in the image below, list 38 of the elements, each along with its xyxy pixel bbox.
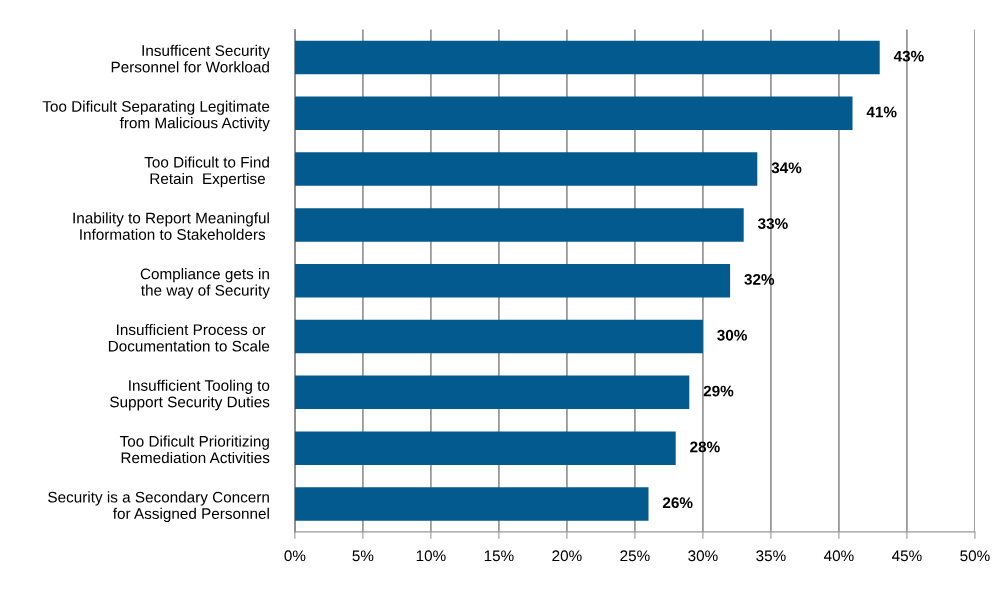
y-tick-label: Insufficient Tooling to Support Security Duties xyxy=(110,379,270,411)
data-label: 33% xyxy=(757,218,788,230)
bar xyxy=(294,319,703,354)
x-tick-label: 45% xyxy=(891,550,922,562)
y-tick-label: Insufficient Process or Documentation to Scale xyxy=(108,323,270,352)
y-tick-label: Compliance gets in the way of Security xyxy=(140,268,270,299)
bar xyxy=(294,487,649,521)
bar xyxy=(294,96,853,131)
y-tick-label: Too Dificult to Find Retain Expertise xyxy=(144,156,269,188)
bar xyxy=(294,40,880,75)
x-tick-label: 0% xyxy=(284,550,306,562)
x-tick-label: 50% xyxy=(960,550,990,562)
data-label: 32% xyxy=(744,274,775,285)
y-tick-label: Inability to Report Meaningful Information to Stakeholders xyxy=(73,212,269,240)
data-label: 41% xyxy=(866,106,897,118)
data-label: 30% xyxy=(717,329,747,341)
y-tick-label: Insufficent Security Personnel for Workload xyxy=(111,44,270,73)
y-tick-label: Security is a Secondary Concern for Assigned Personnel xyxy=(48,491,269,523)
x-tick-label: 30% xyxy=(688,550,718,562)
bar xyxy=(294,263,731,298)
bar xyxy=(294,152,758,186)
data-label: 43% xyxy=(893,50,924,62)
x-tick-label: 10% xyxy=(416,550,446,562)
x-tick-label: 40% xyxy=(823,550,854,562)
data-label: 29% xyxy=(703,385,734,397)
bar xyxy=(294,431,676,465)
bar xyxy=(294,208,744,242)
data-label: 34% xyxy=(771,162,802,174)
x-tick-label: 15% xyxy=(484,550,514,562)
x-tick-label: 25% xyxy=(620,550,650,562)
y-tick-label: Too Dificult Separating Legitimate from Malicious Activity xyxy=(42,100,270,132)
x-tick-label: 20% xyxy=(552,550,582,562)
bar xyxy=(294,375,690,410)
x-tick-label: 35% xyxy=(756,550,786,562)
y-tick-label: Too Dificult Prioritizing Remediation Activities xyxy=(119,435,270,464)
data-label: 26% xyxy=(662,497,693,509)
data-label: 28% xyxy=(690,441,720,453)
x-tick-label: 5% xyxy=(352,550,374,562)
